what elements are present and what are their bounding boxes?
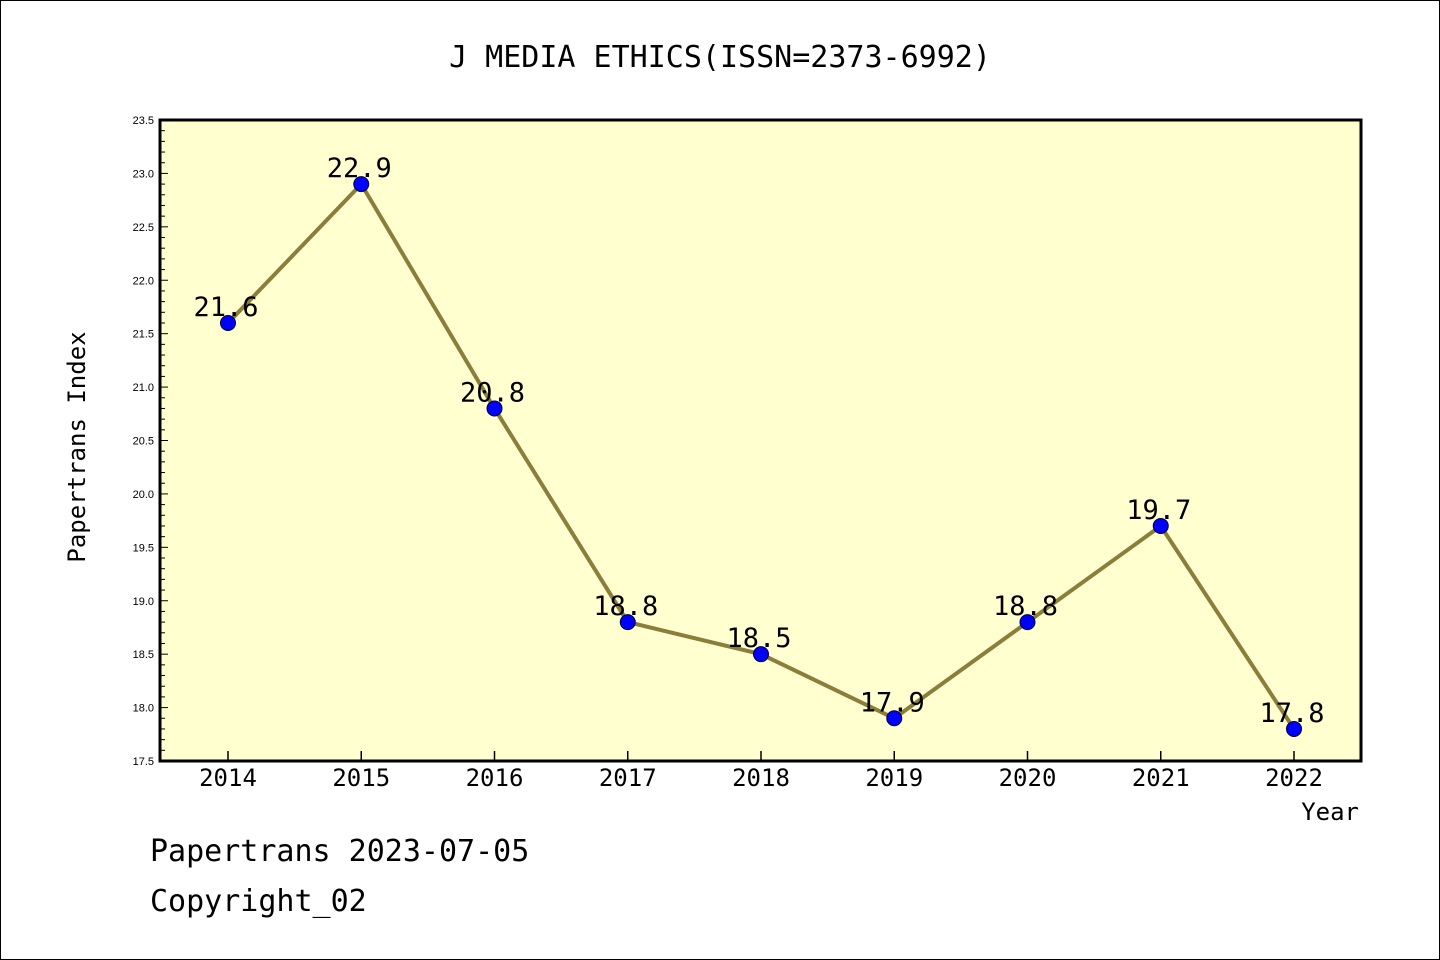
data-labels: 21.6 22.9 20.8 18.8 18.5 17.9 18.8 19.7 17.8 <box>193 153 1324 729</box>
x-tick-label: 2015 <box>332 764 390 792</box>
y-axis-label: Papertrans Index <box>63 331 91 562</box>
data-label: 19.7 <box>1126 495 1191 526</box>
data-label: 18.5 <box>726 623 791 654</box>
data-label: 20.8 <box>460 377 525 408</box>
data-label: 22.9 <box>327 153 392 184</box>
y-tick-label: 22.5 <box>133 222 154 234</box>
data-point <box>886 710 903 727</box>
footer-copyright: Copyright_02 <box>150 884 367 919</box>
x-tick-label: 2016 <box>466 764 524 792</box>
x-tick-label: 2014 <box>199 764 257 792</box>
data-point <box>619 614 636 631</box>
data-label: 17.8 <box>1259 698 1324 729</box>
x-axis-label: Year <box>1301 798 1359 826</box>
x-tick-label: 2020 <box>999 764 1057 792</box>
data-label: 17.9 <box>860 687 925 718</box>
y-tick-label: 20.5 <box>133 436 154 448</box>
y-tick-label: 23.0 <box>133 168 154 180</box>
data-point <box>1152 517 1169 534</box>
y-tick-label: 22.0 <box>133 275 154 287</box>
y-tick-label: 18.5 <box>133 649 154 661</box>
y-tick-label: 21.0 <box>133 382 154 394</box>
data-point <box>753 646 769 663</box>
plot-area <box>158 118 1363 763</box>
y-tick-label: 20.0 <box>133 489 154 501</box>
y-tick-label: 19.5 <box>133 542 154 554</box>
y-tick-label: 19.0 <box>133 596 154 608</box>
y-tick-label: 23.5 <box>133 115 154 127</box>
x-axis: 2014 2015 2016 2017 2018 2019 2020 2021 2022 <box>199 751 1323 792</box>
y-tick-label: 17.5 <box>133 756 154 768</box>
y-axis: 17.5 18.0 18.5 19.0 19.5 20.0 20.5 21.0 21.5 22.0… <box>133 115 168 768</box>
data-point <box>353 176 370 193</box>
data-point <box>486 400 503 417</box>
x-tick-label: 2017 <box>599 764 657 792</box>
x-tick-label: 2021 <box>1132 764 1190 792</box>
data-markers <box>220 176 1302 737</box>
data-label: 18.8 <box>593 591 658 622</box>
y-tick-label: 18.0 <box>133 703 154 715</box>
data-point <box>1019 614 1036 631</box>
data-label: 21.6 <box>193 292 258 323</box>
y-tick-label: 21.5 <box>133 329 154 341</box>
footer-date: Papertrans 2023-07-05 <box>150 834 530 869</box>
x-tick-label: 2022 <box>1265 764 1323 792</box>
data-point <box>220 314 236 331</box>
data-label: 18.8 <box>993 591 1058 622</box>
x-tick-label: 2019 <box>865 764 923 792</box>
x-tick-label: 2018 <box>732 764 790 792</box>
chart-title: J MEDIA ETHICS(ISSN=2373-6992) <box>449 40 991 75</box>
data-point <box>1286 720 1302 737</box>
